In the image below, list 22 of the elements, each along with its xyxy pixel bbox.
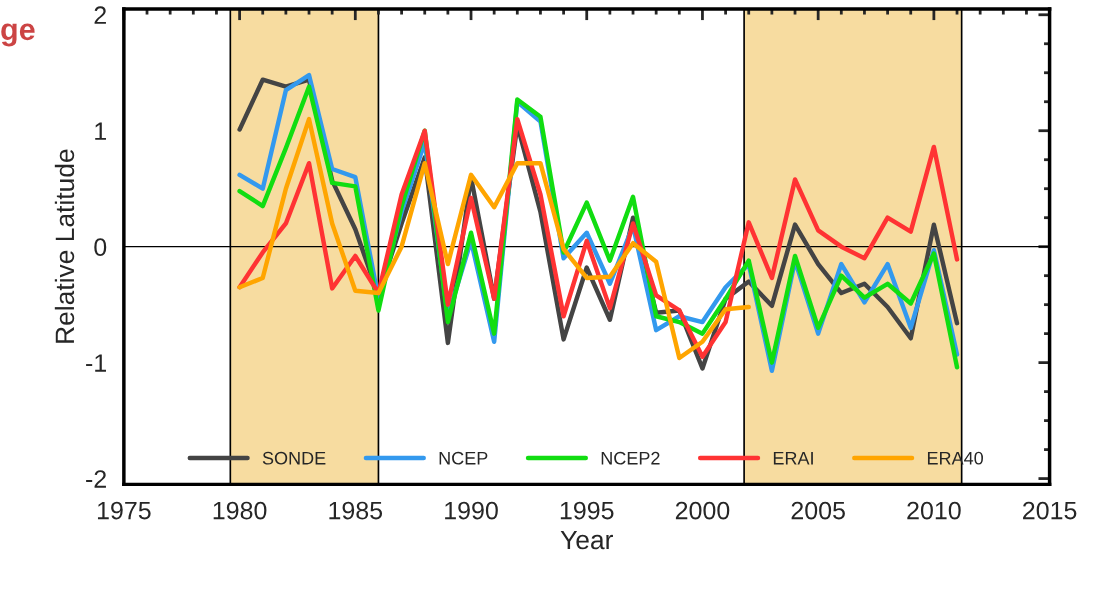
x-tick-label: 1985 bbox=[329, 501, 383, 520]
text: ge bbox=[1, 23, 35, 47]
x-tick-label: 1995 bbox=[560, 501, 614, 520]
x-axis-title: Year bbox=[560, 530, 613, 550]
y-axis-title: Relative Latitude bbox=[54, 149, 75, 343]
x-tick-label: 2000 bbox=[675, 501, 730, 520]
y-tick-label: 2 bbox=[94, 6, 106, 24]
line-series bbox=[237, 116, 751, 361]
y-tick-label: 1 bbox=[95, 122, 106, 140]
legend-label: ERAI bbox=[773, 451, 813, 465]
x-tick-label: 2010 bbox=[907, 501, 961, 520]
y-tick-label: -2 bbox=[86, 470, 106, 488]
x-tick-label: 2015 bbox=[1023, 501, 1077, 520]
x-tick-label: 2005 bbox=[791, 501, 845, 520]
legend-label: NCEP2 bbox=[601, 451, 660, 465]
x-tick-label: 1990 bbox=[445, 501, 498, 520]
x-tick-label: 1975 bbox=[97, 501, 151, 520]
legend-label: NCEP bbox=[439, 451, 488, 465]
y-tick-label: 0 bbox=[94, 238, 107, 256]
x-tick-label: 1980 bbox=[213, 501, 267, 520]
legend-label: SONDE bbox=[262, 451, 326, 465]
y-tick-label: -1 bbox=[86, 354, 106, 372]
